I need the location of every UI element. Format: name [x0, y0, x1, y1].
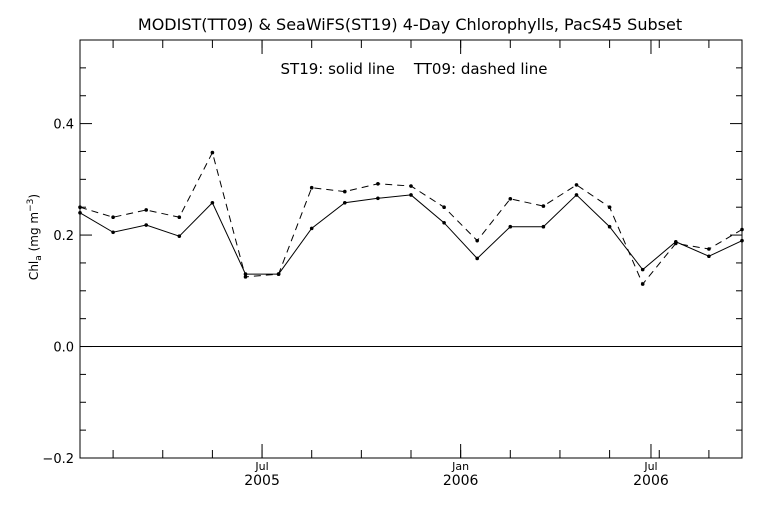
data-point-st19: [343, 200, 347, 205]
data-point-st19: [442, 221, 446, 225]
data-point-st19: [508, 224, 513, 229]
x-tick-month: Jul: [254, 460, 268, 473]
data-point-st19: [78, 210, 82, 215]
y-axis-label: Chla (mg m−3): [26, 194, 44, 280]
data-point-tt09: [607, 205, 612, 209]
data-point-tt09: [574, 183, 579, 187]
data-point-tt09: [442, 205, 446, 209]
ylabel-mid: (mg m: [27, 212, 41, 255]
data-point-st19: [144, 223, 148, 227]
data-point-tt09: [144, 208, 148, 212]
ylabel-sup: −3: [26, 199, 36, 212]
data-point-st19: [177, 234, 182, 238]
y-tick-label: 0.2: [53, 229, 74, 244]
x-tick-year: 2005: [244, 473, 280, 489]
data-point-tt09: [640, 282, 645, 286]
x-tick-month: Jan: [451, 460, 469, 473]
chart-title: MODIST(TT09) & SeaWiFS(ST19) 4-Day Chlor…: [138, 15, 682, 34]
data-point-st19: [740, 238, 744, 243]
data-point-st19: [607, 224, 612, 229]
data-point-tt09: [409, 184, 413, 188]
x-tick-year: 2006: [443, 473, 479, 489]
data-point-tt09: [276, 272, 281, 276]
ylabel-sub: a: [34, 255, 44, 261]
data-point-tt09: [541, 204, 546, 208]
data-point-tt09: [210, 150, 215, 155]
x-tick-year: 2006: [633, 473, 669, 489]
data-point-st19: [574, 193, 579, 197]
legend-annotation: ST19: solid line TT09: dashed line: [281, 60, 548, 78]
data-point-st19: [309, 226, 314, 231]
y-tick-label: 0.0: [53, 341, 74, 356]
data-point-tt09: [740, 227, 744, 232]
data-point-st19: [541, 224, 546, 229]
data-point-tt09: [177, 215, 182, 220]
data-point-st19: [409, 193, 413, 197]
data-point-tt09: [111, 215, 115, 220]
ylabel-base: Chl: [27, 261, 41, 280]
data-point-st19: [376, 196, 380, 201]
data-point-st19: [475, 256, 480, 261]
ylabel-end: ): [27, 194, 41, 199]
data-point-tt09: [707, 247, 711, 251]
y-tick-label: −0.2: [42, 452, 74, 467]
data-point-st19: [210, 200, 215, 205]
data-point-tt09: [78, 205, 82, 209]
data-point-st19: [707, 254, 711, 259]
data-point-tt09: [475, 238, 480, 243]
y-tick-label: 0.4: [53, 118, 74, 133]
data-point-st19: [111, 230, 115, 235]
data-point-tt09: [309, 185, 314, 190]
data-point-tt09: [243, 275, 248, 279]
data-point-tt09: [343, 189, 347, 194]
plot-frame: [79, 39, 743, 459]
x-tick-month: Jul: [643, 460, 657, 473]
data-point-tt09: [674, 241, 678, 246]
data-point-tt09: [376, 181, 380, 186]
series-layer: [78, 150, 744, 286]
data-point-st19: [640, 267, 645, 272]
data-point-tt09: [508, 197, 513, 201]
